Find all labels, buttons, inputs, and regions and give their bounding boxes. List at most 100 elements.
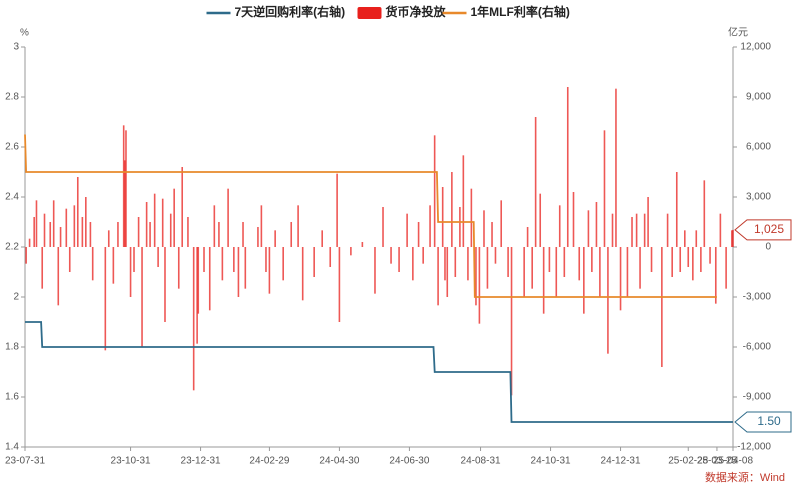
y2-tick-label: 3,000 <box>746 192 771 203</box>
legend-label: 1年MLF利率(右轴) <box>471 4 570 19</box>
y-tick-label: 1.4 <box>5 442 19 453</box>
bar <box>336 173 338 247</box>
bar <box>675 172 678 247</box>
bar <box>572 192 575 247</box>
bar <box>615 88 617 248</box>
bar <box>607 247 609 354</box>
bar <box>510 247 513 396</box>
bar <box>65 208 68 247</box>
bar <box>233 247 235 272</box>
bar <box>398 247 400 272</box>
bar <box>692 247 694 281</box>
bar <box>218 222 220 247</box>
bar <box>390 247 392 264</box>
bar <box>679 247 682 272</box>
bar <box>257 227 259 247</box>
bar <box>374 247 376 294</box>
bar <box>242 222 244 247</box>
bar <box>208 247 211 311</box>
bar <box>422 247 424 264</box>
y2-tick-label: 12,000 <box>740 42 771 53</box>
y-tick-label: 1.6 <box>5 392 19 403</box>
bar <box>643 213 646 247</box>
y2-tick-label: 0 <box>765 242 771 253</box>
bar <box>28 238 31 247</box>
bar <box>437 247 439 306</box>
bar <box>133 247 135 272</box>
x-tick-label: 25-03-25 <box>697 456 737 467</box>
bar <box>534 117 537 247</box>
bar <box>141 247 143 347</box>
bar <box>104 247 107 351</box>
bar <box>122 125 125 247</box>
bar <box>661 247 663 367</box>
source: 数据来源：Wind <box>705 470 785 484</box>
y2-tick-label: 6,000 <box>746 142 771 153</box>
bar <box>462 155 465 247</box>
legend-label: 7天逆回购利率(右轴) <box>235 4 346 19</box>
bar <box>725 247 727 289</box>
bar <box>260 205 263 247</box>
bar <box>566 87 569 247</box>
bar <box>446 247 449 297</box>
bar <box>89 222 92 247</box>
bar <box>555 247 558 297</box>
bar <box>494 247 497 264</box>
bar <box>43 213 46 247</box>
bar <box>714 247 717 304</box>
bar <box>709 247 711 264</box>
bar <box>417 222 420 247</box>
legend-swatch <box>357 7 382 19</box>
bar <box>587 210 590 247</box>
bar <box>611 213 614 247</box>
bar <box>192 247 195 391</box>
x-tick-label: 24-10-31 <box>531 456 571 467</box>
bar <box>197 247 200 314</box>
bar <box>382 207 384 247</box>
bar <box>145 202 148 247</box>
bar <box>700 247 702 272</box>
bar <box>591 247 593 272</box>
bar <box>548 247 551 272</box>
bar <box>350 247 352 256</box>
bar <box>451 172 453 247</box>
bar <box>149 222 151 247</box>
x-tick-label: 24-12-31 <box>601 456 641 467</box>
bar <box>483 210 485 247</box>
bar <box>433 135 436 247</box>
bar <box>25 247 27 264</box>
bar <box>68 247 71 272</box>
bar <box>635 213 638 247</box>
y2-unit: 亿元 <box>728 26 748 39</box>
bar <box>684 230 686 247</box>
bar <box>268 247 271 294</box>
y-tick-label: 2.8 <box>5 92 19 103</box>
bar <box>599 247 601 297</box>
bar <box>467 247 469 281</box>
bar <box>313 247 315 277</box>
bar <box>444 247 446 281</box>
bar <box>161 198 164 247</box>
y2-tick-label: -3,000 <box>743 292 772 303</box>
bar <box>181 167 184 247</box>
bar <box>290 222 293 247</box>
bar <box>459 207 461 247</box>
bar <box>406 213 408 247</box>
bar <box>57 247 60 306</box>
bar <box>164 247 166 322</box>
bar <box>244 247 247 289</box>
bar <box>531 247 533 289</box>
bar <box>507 247 509 277</box>
y-unit: % <box>20 28 29 39</box>
bar <box>169 213 172 247</box>
bar <box>52 200 55 247</box>
bar <box>523 247 525 297</box>
bar <box>125 130 127 247</box>
bar <box>412 247 414 281</box>
bar <box>631 217 633 247</box>
bar <box>301 247 304 301</box>
bar <box>647 197 649 247</box>
bar <box>274 230 276 247</box>
end-label-box <box>734 219 792 241</box>
y-tick-label: 1.8 <box>5 342 19 353</box>
